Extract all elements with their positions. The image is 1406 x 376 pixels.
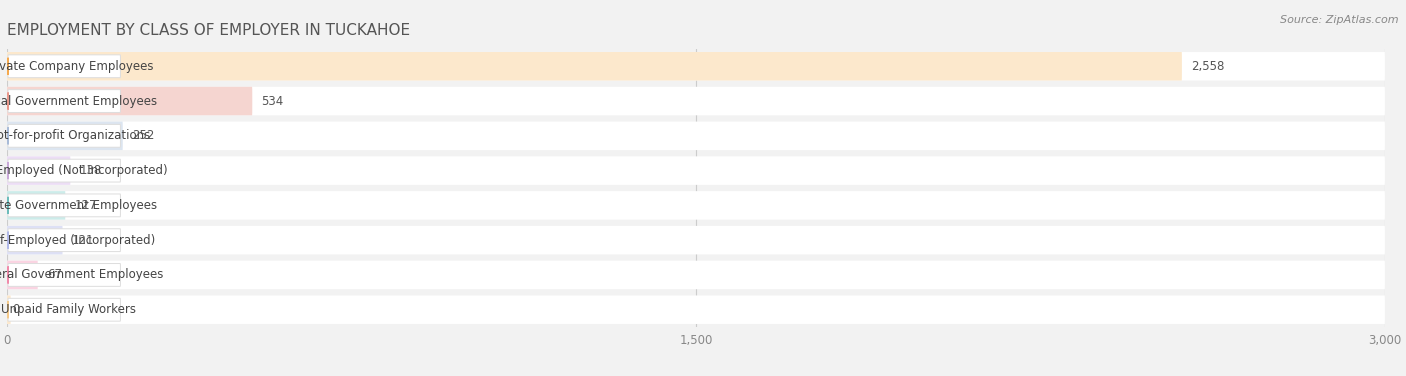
Text: 67: 67	[46, 268, 62, 282]
Text: 534: 534	[262, 94, 284, 108]
FancyBboxPatch shape	[7, 226, 1385, 255]
Text: Self-Employed (Incorporated): Self-Employed (Incorporated)	[0, 233, 156, 247]
FancyBboxPatch shape	[8, 159, 121, 182]
FancyBboxPatch shape	[7, 296, 1385, 324]
Text: 2,558: 2,558	[1191, 60, 1225, 73]
Text: State Government Employees: State Government Employees	[0, 199, 157, 212]
FancyBboxPatch shape	[8, 55, 121, 78]
Text: 121: 121	[72, 233, 94, 247]
Text: 252: 252	[132, 129, 155, 143]
Text: 0: 0	[13, 303, 20, 316]
FancyBboxPatch shape	[7, 296, 11, 324]
Text: Local Government Employees: Local Government Employees	[0, 94, 157, 108]
FancyBboxPatch shape	[8, 298, 121, 321]
FancyBboxPatch shape	[7, 261, 38, 289]
FancyBboxPatch shape	[7, 261, 1385, 289]
Text: Federal Government Employees: Federal Government Employees	[0, 268, 163, 282]
Text: EMPLOYMENT BY CLASS OF EMPLOYER IN TUCKAHOE: EMPLOYMENT BY CLASS OF EMPLOYER IN TUCKA…	[7, 23, 411, 38]
FancyBboxPatch shape	[8, 229, 121, 252]
Text: Unpaid Family Workers: Unpaid Family Workers	[1, 303, 136, 316]
Text: Not-for-profit Organizations: Not-for-profit Organizations	[0, 129, 150, 143]
FancyBboxPatch shape	[8, 264, 121, 287]
FancyBboxPatch shape	[7, 226, 63, 255]
FancyBboxPatch shape	[7, 52, 1182, 80]
FancyBboxPatch shape	[7, 191, 65, 220]
FancyBboxPatch shape	[7, 156, 1385, 185]
FancyBboxPatch shape	[7, 87, 252, 115]
FancyBboxPatch shape	[7, 121, 122, 150]
Text: Source: ZipAtlas.com: Source: ZipAtlas.com	[1281, 15, 1399, 25]
FancyBboxPatch shape	[7, 121, 1385, 150]
Text: 138: 138	[80, 164, 101, 177]
Text: Self-Employed (Not Incorporated): Self-Employed (Not Incorporated)	[0, 164, 167, 177]
Text: Private Company Employees: Private Company Employees	[0, 60, 153, 73]
FancyBboxPatch shape	[7, 156, 70, 185]
FancyBboxPatch shape	[8, 89, 121, 112]
FancyBboxPatch shape	[7, 52, 1385, 80]
FancyBboxPatch shape	[7, 87, 1385, 115]
FancyBboxPatch shape	[7, 191, 1385, 220]
Text: 127: 127	[75, 199, 97, 212]
FancyBboxPatch shape	[8, 124, 121, 147]
FancyBboxPatch shape	[8, 194, 121, 217]
